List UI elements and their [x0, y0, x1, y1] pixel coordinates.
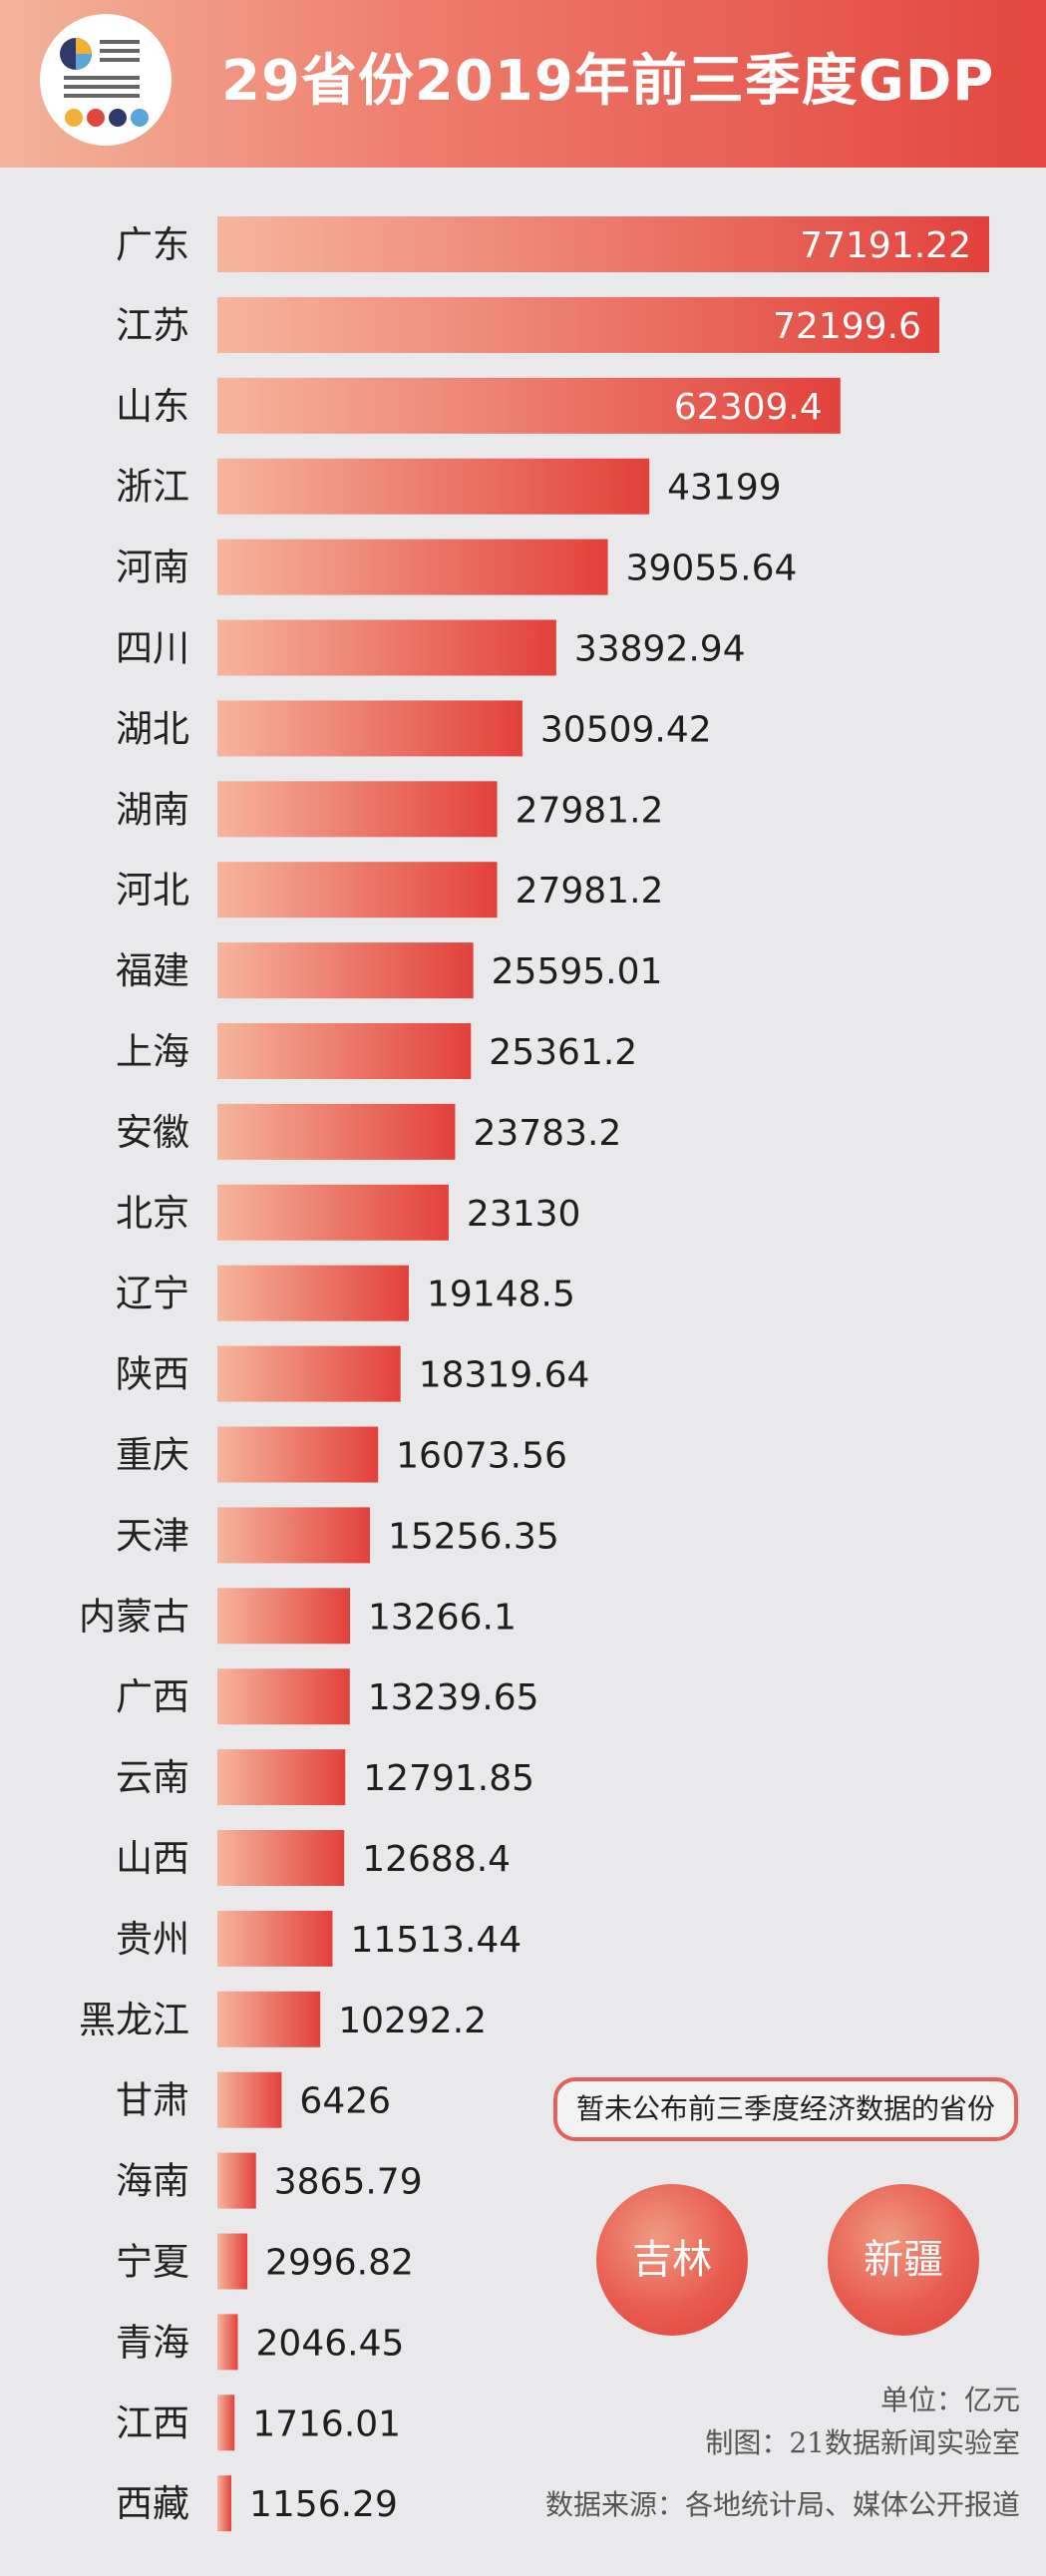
bar [217, 862, 498, 919]
category-label: 湖南 [116, 788, 189, 831]
value-label: 27981.2 [516, 871, 664, 912]
bar [217, 1749, 346, 1806]
bar [217, 1668, 350, 1725]
category-label: 贵州 [116, 1918, 189, 1961]
bar [217, 1507, 370, 1564]
page-title: 29省份2019年前三季度GDP [221, 49, 995, 114]
bar [217, 1991, 321, 2047]
category-label: 江苏 [116, 304, 189, 347]
bar [217, 2475, 231, 2532]
bars-layer: 广东 77191.22 江苏 72199.6 山东 62309.4 浙江 43199 河南 390… [79, 216, 989, 2532]
bar [217, 216, 989, 272]
value-label: 72199.6 [773, 306, 921, 347]
category-label: 山西 [116, 1837, 189, 1880]
value-label: 30509.42 [540, 709, 712, 750]
value-label: 13239.65 [368, 1677, 539, 1718]
category-label: 广东 [116, 223, 189, 266]
bar [217, 1910, 333, 1967]
value-label: 1716.01 [252, 2403, 401, 2444]
bar [217, 1345, 401, 1402]
value-label: 23130 [467, 1194, 581, 1235]
bar [217, 1184, 449, 1241]
footer-credit: 制图：21数据新闻实验室 [705, 2426, 1020, 2459]
value-label: 39055.64 [626, 549, 798, 589]
category-label: 黑龙江 [79, 1999, 189, 2041]
value-label: 16073.56 [396, 1436, 567, 1477]
category-label: 山东 [116, 385, 189, 428]
bar [217, 1265, 410, 1321]
bar [217, 458, 650, 515]
bar [217, 539, 608, 595]
bar [217, 2314, 238, 2371]
category-label: 海南 [116, 2160, 189, 2203]
category-label: 青海 [116, 2321, 189, 2364]
value-label: 12791.85 [363, 1758, 534, 1799]
bar [217, 2071, 282, 2128]
bar [217, 1588, 351, 1645]
value-label: 18319.64 [419, 1355, 590, 1396]
category-label: 安徽 [116, 1111, 189, 1154]
header-banner: 29省份2019年前三季度GDP [0, 0, 1046, 168]
value-label: 23783.2 [473, 1113, 621, 1154]
value-label: 6426 [299, 2081, 391, 2122]
value-label: 13266.1 [368, 1597, 517, 1638]
category-label: 湖北 [116, 707, 189, 750]
province-circle-xinjiang: 新疆 [828, 2184, 979, 2336]
category-label: 辽宁 [116, 1273, 189, 1315]
value-label: 19148.5 [427, 1275, 575, 1315]
newspaper-chart-logo-icon [40, 14, 172, 146]
unpublished-note: 暂未公布前三季度经济数据的省份 [553, 2077, 1018, 2141]
bar [217, 2394, 235, 2451]
category-label: 甘肃 [116, 2079, 189, 2122]
bar [217, 1426, 379, 1483]
bar [217, 2233, 248, 2290]
value-label: 3865.79 [274, 2162, 423, 2203]
value-label: 62309.4 [674, 387, 823, 428]
category-label: 福建 [116, 949, 189, 992]
bar [217, 700, 523, 757]
bar [217, 942, 474, 999]
category-label: 江西 [116, 2401, 189, 2444]
value-label: 12688.4 [362, 1839, 511, 1880]
bar [217, 377, 841, 434]
category-label: 广西 [116, 1675, 189, 1718]
category-label: 河南 [116, 547, 189, 589]
category-label: 河北 [116, 869, 189, 912]
value-label: 1156.29 [249, 2484, 398, 2525]
value-label: 11513.44 [350, 1920, 522, 1961]
province-circle-jilin: 吉林 [596, 2184, 748, 2336]
value-label: 25361.2 [489, 1032, 637, 1073]
category-label: 内蒙古 [79, 1595, 189, 1638]
value-label: 25595.01 [492, 951, 663, 992]
footer-unit: 单位：亿元 [879, 2384, 1020, 2416]
bar [217, 781, 498, 838]
value-label: 43199 [667, 468, 782, 509]
category-label: 重庆 [116, 1434, 189, 1477]
category-label: 上海 [116, 1030, 189, 1073]
value-label: 2046.45 [256, 2323, 405, 2364]
bar [217, 2152, 256, 2209]
category-label: 宁夏 [116, 2241, 189, 2284]
category-label: 浙江 [116, 466, 189, 509]
value-label: 10292.2 [338, 2001, 487, 2041]
category-label: 四川 [116, 627, 189, 670]
value-label: 27981.2 [516, 790, 664, 831]
bar [217, 296, 939, 353]
value-label: 15256.35 [388, 1516, 559, 1557]
value-label: 77191.22 [800, 225, 971, 266]
category-label: 陕西 [116, 1353, 189, 1396]
footer-source: 数据来源：各地统计局、媒体公开报道 [544, 2488, 1020, 2521]
value-label: 33892.94 [574, 629, 746, 670]
category-label: 云南 [116, 1756, 189, 1799]
category-label: 北京 [116, 1192, 189, 1235]
bar [217, 1830, 345, 1886]
category-label: 西藏 [116, 2482, 189, 2525]
bar [217, 1103, 456, 1160]
bar [217, 1023, 472, 1079]
value-label: 2996.82 [265, 2243, 414, 2284]
bar [217, 619, 556, 676]
category-label: 天津 [116, 1514, 189, 1557]
